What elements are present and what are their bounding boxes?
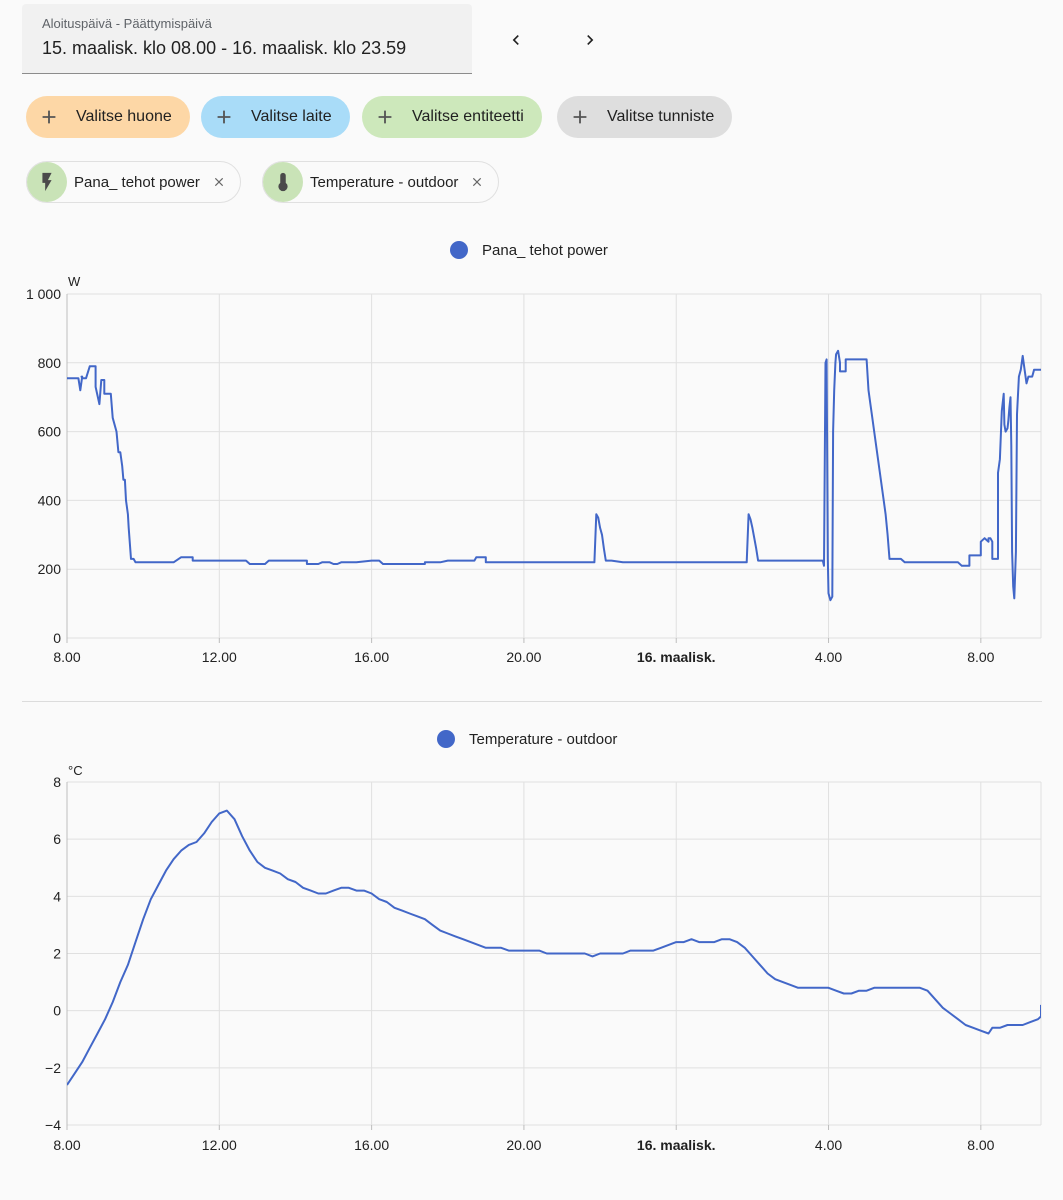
select-label-chip[interactable]: Valitse tunniste <box>557 96 733 138</box>
previous-period-button[interactable] <box>500 24 532 56</box>
close-icon <box>214 177 224 187</box>
y-tick-label: 0 <box>53 630 61 646</box>
select-area-label: Valitse huone <box>76 108 172 125</box>
y-tick-label: 0 <box>53 1003 61 1019</box>
remove-entity-temperature-button[interactable] <box>466 171 488 193</box>
date-range-picker[interactable]: Aloituspäivä - Päättymispäivä 15. maalis… <box>22 4 472 74</box>
y-axis-unit: W <box>68 274 81 289</box>
legend-marker <box>437 730 455 748</box>
x-tick-label: 8.00 <box>967 1137 994 1153</box>
entity-chip-temperature[interactable]: Temperature - outdoor <box>262 161 500 203</box>
plus-icon <box>38 106 60 128</box>
select-entity-chip[interactable]: Valitse entiteetti <box>362 96 542 138</box>
y-axis-unit: °C <box>68 763 83 778</box>
x-tick-label: 20.00 <box>506 1137 541 1153</box>
x-tick-label: 20.00 <box>506 649 541 665</box>
select-area-chip[interactable]: Valitse huone <box>26 96 190 138</box>
legend-label: Pana_ tehot power <box>482 242 608 259</box>
power-chart: Pana_ tehot power W 0 200 400 600 800 1 000 8.00… <box>26 241 1042 665</box>
entity-chip-power[interactable]: Pana_ tehot power <box>26 161 241 203</box>
y-tick-label: 8 <box>53 774 61 790</box>
y-tick-label: 1 000 <box>26 286 61 302</box>
lightning-icon <box>27 162 67 202</box>
y-tick-label: −4 <box>45 1117 61 1133</box>
date-range-label: Aloituspäivä - Päättymispäivä <box>42 16 212 31</box>
y-tick-label: 200 <box>38 561 62 577</box>
plus-icon <box>374 106 396 128</box>
select-device-label: Valitse laite <box>251 108 332 125</box>
y-tick-label: −2 <box>45 1060 61 1076</box>
x-tick-label: 8.00 <box>53 1137 80 1153</box>
legend-label: Temperature - outdoor <box>469 731 617 748</box>
y-tick-label: 600 <box>38 424 62 440</box>
y-tick-label: 400 <box>38 492 62 508</box>
remove-entity-power-button[interactable] <box>208 171 230 193</box>
entity-chip-temperature-label: Temperature - outdoor <box>310 173 459 191</box>
next-period-button[interactable] <box>574 24 606 56</box>
x-tick-label: 8.00 <box>967 649 994 665</box>
x-tick-label: 16.00 <box>354 1137 389 1153</box>
chevron-left-icon <box>512 35 519 45</box>
legend-marker <box>450 241 468 259</box>
x-tick-label: 12.00 <box>202 1137 237 1153</box>
x-tick-label: 16.00 <box>354 649 389 665</box>
date-range-value: 15. maalisk. klo 08.00 - 16. maalisk. kl… <box>42 38 407 58</box>
thermometer-icon <box>263 162 303 202</box>
select-entity-label: Valitse entiteetti <box>412 108 524 125</box>
series-line <box>67 809 1041 1086</box>
y-tick-label: 2 <box>53 946 61 962</box>
y-tick-label: 4 <box>53 888 61 904</box>
y-tick-label: 800 <box>38 355 62 371</box>
x-tick-label: 4.00 <box>815 1137 842 1153</box>
x-tick-label: 16. maalisk. <box>637 649 716 665</box>
chevron-right-icon <box>587 35 594 45</box>
select-label-label: Valitse tunniste <box>607 108 715 125</box>
x-tick-label: 8.00 <box>53 649 80 665</box>
series-line <box>67 349 1041 602</box>
divider <box>22 701 1042 702</box>
x-tick-label: 16. maalisk. <box>637 1137 716 1153</box>
x-tick-label: 12.00 <box>202 649 237 665</box>
x-tick-label: 4.00 <box>815 649 842 665</box>
plus-icon <box>213 106 235 128</box>
select-device-chip[interactable]: Valitse laite <box>201 96 350 138</box>
entity-chip-power-label: Pana_ tehot power <box>74 173 200 191</box>
close-icon <box>473 177 482 187</box>
y-tick-label: 6 <box>53 831 61 847</box>
temperature-chart: Temperature - outdoor °C −4 −2 0 2 4 6 8 8.00 12.0… <box>45 730 1042 1153</box>
plus-icon <box>569 106 591 128</box>
